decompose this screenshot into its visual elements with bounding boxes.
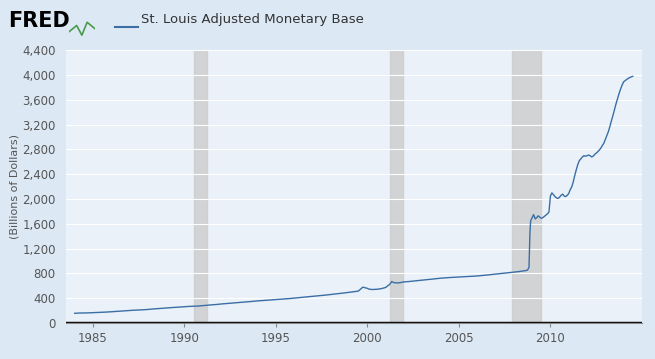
Text: St. Louis Adjusted Monetary Base: St. Louis Adjusted Monetary Base [141,13,364,25]
Bar [512,50,541,323]
Text: FRED: FRED [8,11,69,31]
Y-axis label: (Billions of Dollars): (Billions of Dollars) [10,134,20,239]
Bar [390,50,403,323]
Bar [194,50,208,323]
